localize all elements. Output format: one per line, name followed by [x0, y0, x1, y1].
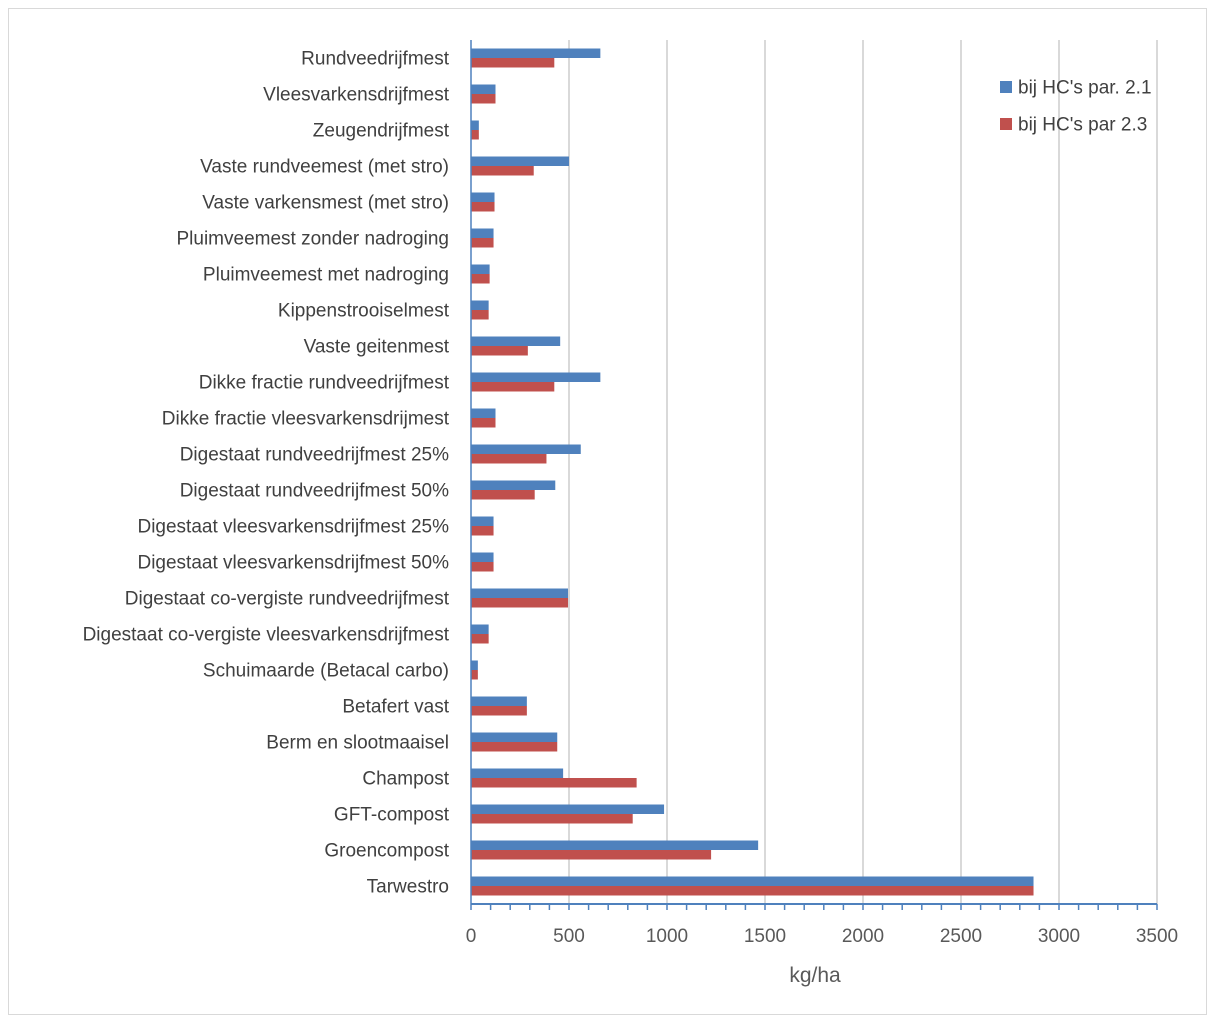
x-axis-title: kg/ha — [789, 964, 841, 987]
bar — [471, 130, 479, 140]
category-label: Champost — [362, 769, 449, 790]
x-tick-label: 1000 — [646, 926, 688, 947]
category-label: Tarwestro — [367, 877, 449, 898]
bar — [471, 418, 496, 428]
bar — [471, 660, 478, 670]
x-tick-label: 3000 — [1038, 926, 1080, 947]
bar — [471, 336, 561, 346]
category-labels: Rundveedrijfmest Vleesvarkensdrijfmest Zeu… — [83, 49, 450, 898]
category-label: Groencompost — [324, 841, 449, 862]
chart-frame — [8, 8, 1207, 1015]
bar — [471, 814, 633, 824]
bar — [471, 346, 528, 356]
bar — [471, 228, 494, 238]
bar — [471, 120, 479, 130]
bar — [471, 778, 637, 788]
category-label: Digestaat rundveedrijfmest 25% — [180, 445, 449, 466]
bar — [471, 696, 527, 706]
category-label: Digestaat co-vergiste vleesvarkensdrijfm… — [83, 625, 450, 646]
bar — [471, 598, 569, 608]
bar — [471, 670, 478, 680]
bar — [471, 166, 534, 176]
bar — [471, 408, 496, 418]
bar — [471, 480, 556, 490]
bar — [471, 742, 558, 752]
bar — [471, 562, 494, 572]
legend-label: bij HC's par 2.3 — [1018, 115, 1147, 136]
category-label: Vleesvarkensdrijfmest — [263, 85, 450, 106]
category-label: Vaste geitenmest — [304, 337, 450, 358]
x-tick-label: 500 — [553, 926, 585, 947]
bar — [471, 552, 494, 562]
legend-label: bij HC's par. 2.1 — [1018, 78, 1152, 99]
category-label: Betafert vast — [342, 697, 449, 718]
bar — [471, 94, 496, 104]
category-label: Kippenstrooiselmest — [278, 301, 450, 322]
category-label: Pluimveemest zonder nadroging — [177, 229, 450, 250]
bar — [471, 192, 495, 202]
bar — [471, 372, 601, 382]
category-label: Digestaat rundveedrijfmest 50% — [180, 481, 449, 502]
bar — [471, 202, 495, 212]
bars — [471, 48, 1034, 896]
category-label: Vaste rundveemest (met stro) — [200, 157, 449, 178]
category-label: Digestaat vleesvarkensdrijfmest 25% — [137, 517, 449, 538]
x-tick-label: 3500 — [1136, 926, 1178, 947]
category-label: Dikke fractie rundveedrijfmest — [199, 373, 450, 394]
bar — [471, 264, 490, 274]
bar — [471, 156, 569, 166]
category-label: Zeugendrijfmest — [313, 121, 450, 142]
bar — [471, 58, 555, 68]
x-axis: 0 500 1000 1500 2000 2500 3000 3500 — [466, 40, 1178, 947]
bar — [471, 886, 1034, 896]
bar — [471, 706, 527, 716]
bar — [471, 840, 759, 850]
category-label: Berm en slootmaaisel — [266, 733, 449, 754]
legend: bij HC's par. 2.1 bij HC's par 2.3 — [1000, 78, 1152, 136]
category-label: Schuimaarde (Betacal carbo) — [203, 661, 449, 682]
bar — [471, 732, 558, 742]
bar — [471, 454, 547, 464]
category-label: Pluimveemest met nadroging — [203, 265, 449, 286]
bar — [471, 300, 489, 310]
bar — [471, 382, 555, 392]
bar — [471, 588, 569, 598]
legend-swatch — [1000, 81, 1012, 93]
bar — [471, 516, 494, 526]
bar — [471, 238, 494, 248]
category-label: Vaste varkensmest (met stro) — [202, 193, 449, 214]
bar — [471, 768, 564, 778]
x-tick-label: 1500 — [744, 926, 786, 947]
category-label: GFT-compost — [334, 805, 450, 826]
category-label: Dikke fractie vleesvarkensdrijmest — [162, 409, 450, 430]
bar — [471, 634, 489, 644]
category-label: Digestaat co-vergiste rundveedrijfmest — [125, 589, 450, 610]
bar — [471, 274, 490, 284]
bar — [471, 804, 665, 814]
bar — [471, 48, 601, 58]
x-tick-label: 2000 — [842, 926, 884, 947]
bar — [471, 876, 1034, 886]
bar — [471, 84, 496, 94]
bar — [471, 624, 489, 634]
bar — [471, 444, 581, 454]
bar — [471, 310, 489, 320]
gridlines — [568, 40, 1158, 904]
bar — [471, 490, 535, 500]
legend-swatch — [1000, 118, 1012, 130]
x-tick-label: 0 — [466, 926, 477, 947]
bar — [471, 850, 712, 860]
bar — [471, 526, 494, 536]
category-label: Digestaat vleesvarkensdrijfmest 50% — [137, 553, 449, 574]
x-tick-label: 2500 — [940, 926, 982, 947]
category-label: Rundveedrijfmest — [301, 49, 450, 70]
